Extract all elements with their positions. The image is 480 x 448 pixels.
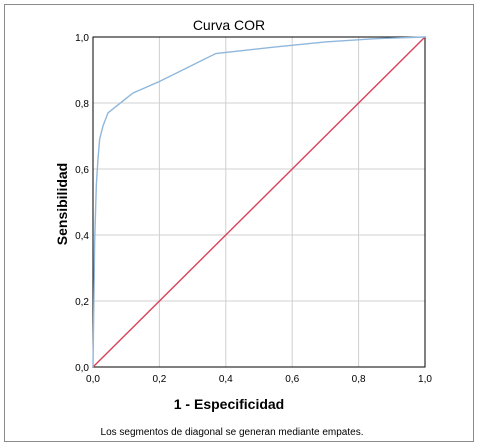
- plot-area: 0,0 0,2 0,4 0,6 0,8 1,0 0,0 0,2 0,4 0,6 0,8 1,0: [75, 33, 432, 385]
- x-tick-label: 0,8: [352, 374, 366, 385]
- y-tick-label: 0,4: [75, 231, 89, 242]
- x-tick-label: 0,0: [86, 374, 100, 385]
- reference-diagonal-line: [92, 36, 426, 368]
- y-tick-label: 0,6: [75, 165, 89, 176]
- x-tick-label: 0,2: [152, 374, 166, 385]
- y-tick-label: 0,8: [75, 99, 89, 110]
- plot-border: [92, 36, 426, 368]
- x-axis-label: 1 - Especificidad: [174, 396, 284, 412]
- roc-chart: Curva COR 0,0 0,2 0,4 0,6 0,8 1,0 0,0 0,2 0,4 0,6…: [54, 17, 432, 438]
- y-tick-label: 0,2: [75, 297, 89, 308]
- x-tick-label: 0,6: [285, 374, 299, 385]
- y-axis-label: Sensibilidad: [54, 163, 70, 245]
- x-tick-label: 0,4: [219, 374, 233, 385]
- y-tick-label: 0,0: [75, 363, 89, 374]
- chart-frame: Curva COR 0,0 0,2 0,4 0,6 0,8 1,0 0,0 0,2 0,4 0,6…: [4, 4, 474, 442]
- footnote: Los segmentos de diagonal se generan med…: [101, 427, 364, 438]
- y-tick-label: 1,0: [75, 33, 89, 44]
- roc-curve-line: [92, 36, 426, 368]
- x-tick-label: 1,0: [418, 374, 432, 385]
- chart-title: Curva COR: [193, 17, 265, 33]
